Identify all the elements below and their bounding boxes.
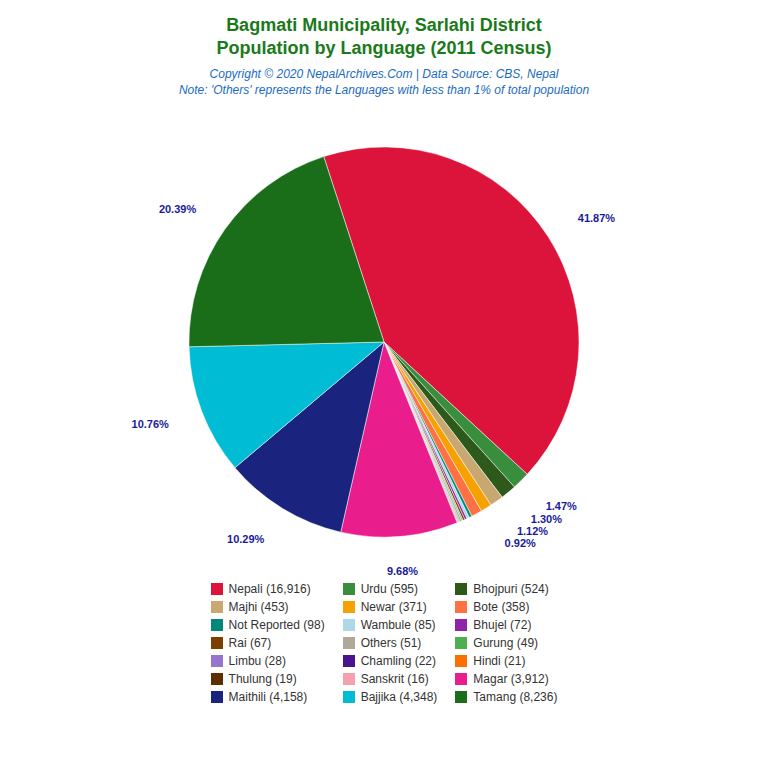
html-text:Newar (371): Newar (371): [360, 599, 427, 614]
svg-text:10.76%: 10.76%: [132, 417, 170, 429]
svg-text:20.39%: 20.39%: [159, 203, 197, 215]
html-text:Bote (358): Bote (358): [473, 599, 530, 614]
html-text:Note: 'Others' represents the: Note: 'Others' represents the Languages …: [178, 82, 590, 97]
html-text:Rai (67): Rai (67): [228, 635, 272, 650]
html-text:Chamling (22): Chamling (22): [360, 653, 436, 668]
svg-text:10.29%: 10.29%: [227, 532, 265, 544]
html-text:Nepali (16,916): Nepali (16,916): [228, 581, 311, 596]
svg-text:41.87%: 41.87%: [578, 212, 616, 224]
html-text:Limbu (28): Limbu (28): [228, 653, 286, 668]
html-text:Sanskrit (16): Sanskrit (16): [360, 671, 429, 686]
svg-text:1.12%: 1.12%: [517, 525, 548, 537]
html-text:Magar (3,912): Magar (3,912): [473, 671, 549, 686]
html-text:Tamang (8,236): Tamang (8,236): [473, 689, 558, 704]
html-text:Others (51): Others (51): [360, 635, 422, 650]
html-text:Hindi (21): Hindi (21): [473, 653, 526, 668]
html-text:Bhujel (72): Bhujel (72): [473, 617, 532, 632]
html-text:Maithili (4,158): Maithili (4,158): [228, 689, 308, 704]
html-text:Thulung (19): Thulung (19): [228, 671, 297, 686]
html-text:Urdu (595): Urdu (595): [360, 581, 418, 596]
svg-text:1.30%: 1.30%: [531, 513, 562, 525]
html-text:Bajjika (4,348): Bajjika (4,348): [360, 689, 438, 704]
html-text:Bhojpuri (524): Bhojpuri (524): [473, 581, 549, 596]
html-text:Copyright © 2020 NepalArchives: Copyright © 2020 NepalArchives.Com | Dat…: [209, 66, 559, 81]
svg-text:1.47%: 1.47%: [546, 500, 577, 512]
svg-text:9.68%: 9.68%: [387, 565, 418, 577]
html-text:Not Reported (98): Not Reported (98): [228, 617, 325, 632]
html-text:Wambule (85): Wambule (85): [360, 617, 436, 632]
html-text:Gurung (49): Gurung (49): [473, 635, 539, 650]
html-text:Majhi (453): Majhi (453): [228, 599, 289, 614]
svg-text:0.92%: 0.92%: [505, 537, 536, 549]
html-text:Bagmati Municipality, Sarlahi: Bagmati Municipality, Sarlahi District P…: [216, 15, 552, 59]
